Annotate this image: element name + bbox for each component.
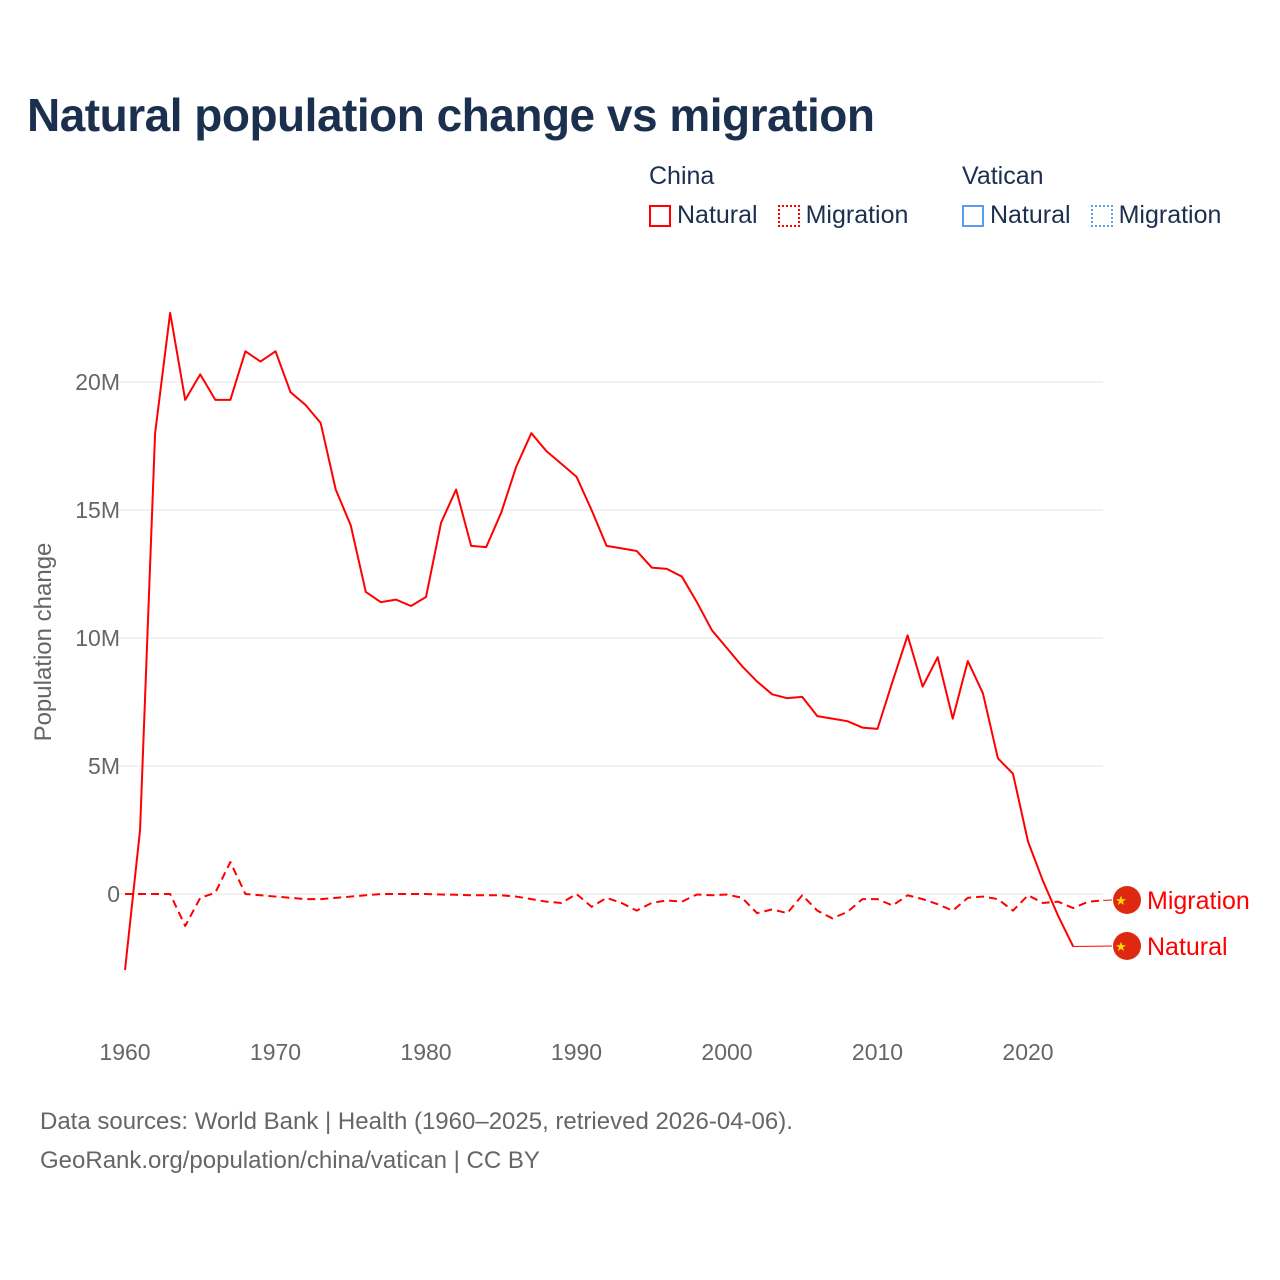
x-tick-label: 1960: [99, 1039, 150, 1065]
x-tick-label: 1970: [250, 1039, 301, 1065]
dotted-line-swatch-icon: [1090, 204, 1113, 227]
solid-line-swatch-icon: [962, 204, 984, 227]
y-axis-label: Population change: [30, 543, 57, 742]
legend-item-vatican-migration[interactable]: Migration: [1090, 201, 1222, 230]
svg-text:★: ★: [1115, 893, 1127, 908]
legend-item-vatican-natural[interactable]: Natural: [962, 201, 1071, 230]
legend-heading-vatican: Vatican: [962, 162, 1044, 190]
series-line-migration: [125, 861, 1104, 927]
series-end-label: Migration: [1147, 887, 1250, 915]
china-flag-icon: ★: [1113, 932, 1141, 960]
legend-label: Natural: [677, 201, 758, 229]
legend-group-vatican: Vatican Natural Migration: [962, 162, 1221, 230]
x-tick-label: 1980: [400, 1039, 451, 1065]
x-tick-label: 2010: [852, 1039, 903, 1065]
dotted-line-swatch-icon: [777, 204, 800, 227]
legend-label: Migration: [1118, 201, 1222, 229]
legend-label: Natural: [990, 201, 1071, 229]
solid-line-swatch-icon: [649, 204, 671, 227]
legend-heading-china: China: [649, 162, 715, 190]
legend-label: Migration: [805, 201, 909, 229]
y-tick-label: 15M: [75, 497, 120, 523]
legend-item-china-natural[interactable]: Natural: [649, 201, 758, 230]
series-line-natural: [124, 311, 1075, 971]
footer-sources: Data sources: World Bank | Health (1960–…: [40, 1108, 793, 1135]
china-flag-icon: ★: [1113, 886, 1141, 914]
y-tick-label: 5M: [88, 753, 120, 779]
x-tick-label: 2000: [701, 1039, 752, 1065]
legend-item-china-migration[interactable]: Migration: [777, 201, 909, 230]
x-tick-label: 1990: [551, 1039, 602, 1065]
series-end-label: Natural: [1147, 933, 1228, 961]
y-tick-label: 20M: [75, 369, 120, 395]
y-tick-label: 10M: [75, 625, 120, 651]
svg-text:★: ★: [1115, 939, 1127, 954]
legend-group-china: China Natural Migration: [649, 162, 908, 230]
x-tick-label: 2020: [1002, 1039, 1053, 1065]
chart-title: Natural population change vs migration: [27, 89, 875, 141]
y-tick-label: 0: [107, 881, 120, 907]
footer-attribution[interactable]: GeoRank.org/population/china/vatican | C…: [40, 1147, 540, 1174]
